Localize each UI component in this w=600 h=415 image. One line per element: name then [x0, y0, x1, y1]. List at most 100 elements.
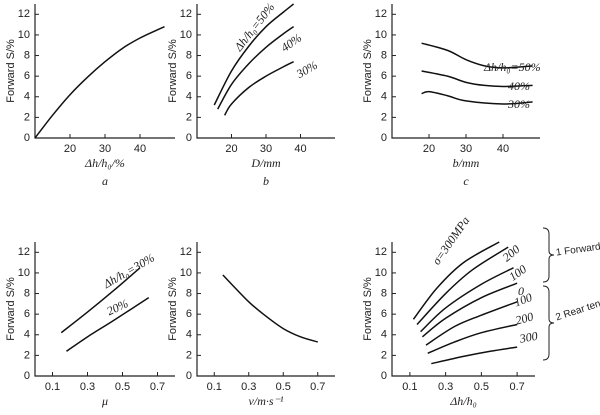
y-tick-label: 2 — [381, 111, 387, 123]
curve-label: 300 — [518, 329, 539, 346]
x-tick-label: 0.5 — [115, 381, 130, 393]
x-tick-label: 40 — [294, 143, 306, 155]
y-axis-label: Forward S/% — [167, 39, 179, 103]
y-tick-label: 4 — [381, 329, 387, 341]
x-tick-label: 20 — [423, 143, 435, 155]
x-axis-label: v/m·s⁻¹ — [249, 394, 284, 408]
brace-label: 2 Rear tension — [554, 293, 600, 324]
y-tick-label: 10 — [375, 267, 387, 279]
x-tick-label: 30 — [99, 143, 111, 155]
y-tick-label: 10 — [18, 29, 30, 41]
panel-label: f — [462, 412, 467, 415]
y-tick-label: 4 — [24, 329, 30, 341]
y-tick-label: 10 — [18, 267, 30, 279]
y-tick-label: 8 — [24, 287, 30, 299]
y-tick-label: 6 — [186, 70, 192, 82]
x-tick-label: 30 — [460, 143, 472, 155]
curve-label: 0 — [518, 284, 524, 298]
panel-label: c — [463, 174, 469, 188]
x-tick-label: 0.5 — [276, 381, 291, 393]
y-tick-label: 2 — [186, 111, 192, 123]
y-tick-label: 6 — [381, 70, 387, 82]
y-tick-label: 4 — [381, 91, 387, 103]
curve — [431, 346, 518, 365]
brace-label: 1 Forward tension — [555, 237, 600, 259]
y-tick-label: 12 — [180, 246, 192, 258]
x-axis-label: D/mm — [250, 156, 281, 170]
curve — [34, 25, 165, 139]
panel-label: e — [263, 412, 269, 415]
curve — [222, 274, 318, 343]
y-tick-label: 6 — [24, 70, 30, 82]
y-axis-label: Forward S/% — [362, 277, 374, 341]
curve-label: 100 — [512, 290, 534, 309]
y-tick-label: 2 — [381, 349, 387, 361]
y-axis-label: Forward S/% — [5, 277, 17, 341]
y-tick-label: 8 — [24, 49, 30, 61]
y-tick-label: 12 — [375, 8, 387, 20]
curve — [60, 267, 141, 334]
x-tick-label: 0.3 — [80, 381, 95, 393]
curve-label: 30% — [293, 58, 320, 82]
x-tick-label: 40 — [134, 143, 146, 155]
x-tick-label: 0.3 — [241, 381, 256, 393]
curve — [416, 246, 509, 325]
y-tick-label: 8 — [381, 49, 387, 61]
x-tick-label: 0.3 — [438, 381, 453, 393]
curve — [421, 90, 533, 105]
curve-label: 30% — [507, 97, 530, 111]
x-tick-label: 30 — [260, 143, 272, 155]
y-tick-label: 0 — [381, 132, 387, 144]
y-tick-label: 6 — [24, 308, 30, 320]
x-tick-label: 40 — [497, 143, 509, 155]
curve-label: Δh/h₀=50% — [483, 60, 541, 74]
y-tick-label: 8 — [186, 287, 192, 299]
x-axis-label: b/mm — [453, 156, 480, 170]
x-tick-label: 0.1 — [402, 381, 417, 393]
curve-label: 200 — [500, 242, 523, 264]
y-tick-label: 4 — [186, 91, 192, 103]
curve-label: 20% — [105, 296, 131, 318]
curve — [421, 42, 533, 69]
x-tick-label: 0.1 — [207, 381, 222, 393]
y-tick-label: 12 — [18, 246, 30, 258]
panel-label: b — [263, 174, 269, 188]
curve — [421, 70, 533, 88]
x-tick-label: 0.5 — [474, 381, 489, 393]
brace — [542, 285, 555, 361]
curve-label: Δh/h₀=50% — [231, 0, 278, 54]
curve — [425, 301, 518, 346]
curve — [213, 3, 295, 106]
curve — [427, 323, 518, 355]
y-tick-label: 0 — [186, 132, 192, 144]
curve-label: 200 — [514, 309, 535, 327]
curve — [217, 26, 295, 110]
axes — [196, 242, 335, 377]
curve-label: 40% — [508, 79, 530, 93]
x-axis-label: Δh/h₀ — [449, 394, 477, 408]
y-tick-label: 0 — [24, 132, 30, 144]
y-tick-label: 0 — [381, 370, 387, 382]
y-tick-label: 8 — [381, 287, 387, 299]
curve — [66, 297, 150, 352]
y-tick-label: 0 — [186, 370, 192, 382]
x-tick-label: 0.7 — [509, 381, 524, 393]
axes — [34, 4, 175, 139]
curve-label: 100 — [506, 262, 529, 284]
curve — [223, 61, 294, 116]
y-tick-label: 2 — [24, 111, 30, 123]
y-tick-label: 4 — [186, 329, 192, 341]
y-tick-label: 10 — [180, 29, 192, 41]
x-tick-label: 20 — [225, 143, 237, 155]
y-tick-label: 10 — [375, 29, 387, 41]
y-axis-label: Forward S/% — [362, 39, 374, 103]
x-tick-label: 0.7 — [150, 381, 165, 393]
y-tick-label: 2 — [186, 349, 192, 361]
curve-label: σ=300MPa — [429, 214, 472, 267]
panel-label: a — [102, 174, 108, 188]
y-tick-label: 6 — [186, 308, 192, 320]
x-axis-label: Δh/h₀/% — [84, 156, 125, 170]
y-axis-label: Forward S/% — [5, 39, 17, 103]
y-tick-label: 4 — [24, 91, 30, 103]
